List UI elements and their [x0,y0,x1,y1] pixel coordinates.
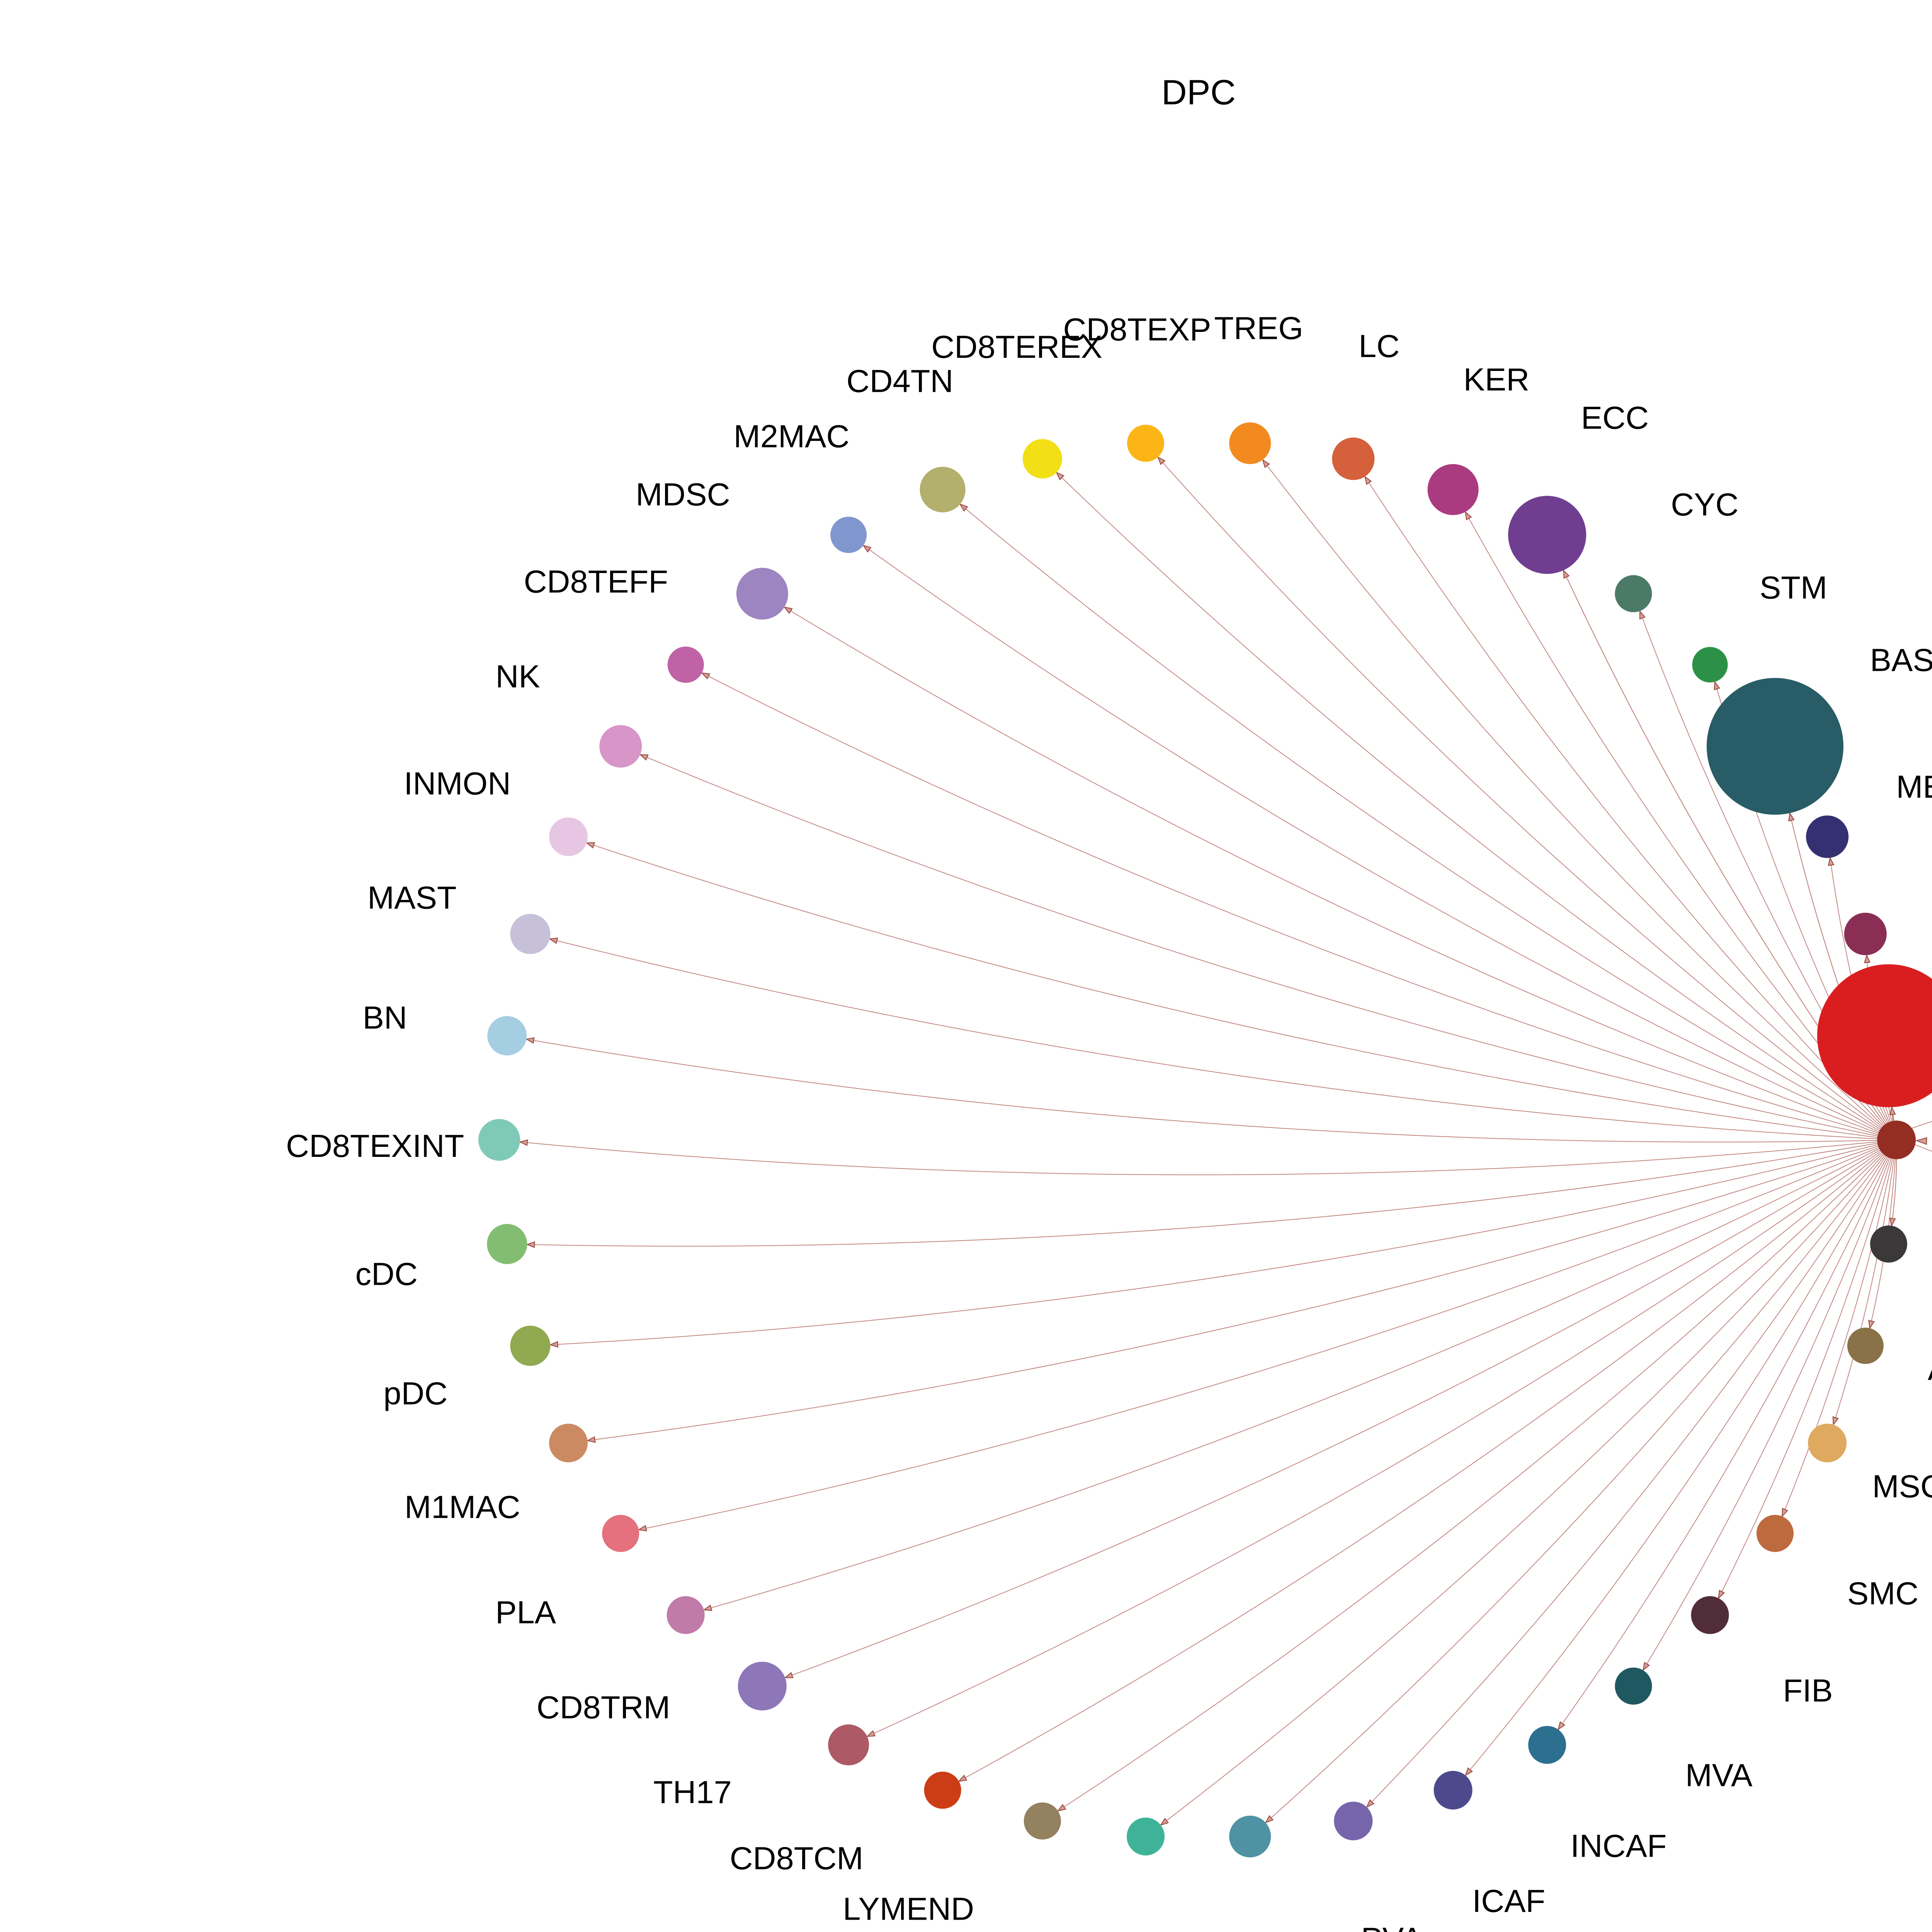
svg-text:TREG: TREG [1214,310,1303,346]
svg-text:MDSC: MDSC [636,476,730,512]
svg-text:CD8TRM: CD8TRM [537,1689,670,1725]
svg-text:MVA: MVA [1685,1757,1753,1793]
svg-text:ADIPO: ADIPO [1928,1351,1932,1387]
svg-text:cDC: cDC [355,1256,418,1292]
svg-text:M2MAC: M2MAC [734,418,850,454]
svg-text:CD8TEFF: CD8TEFF [524,564,668,600]
svg-text:PVA: PVA [1361,1921,1423,1932]
svg-text:CD8TCM: CD8TCM [730,1840,863,1876]
svg-text:KER: KER [1463,361,1529,397]
svg-text:TH17: TH17 [653,1774,732,1810]
svg-text:MAST: MAST [367,880,457,916]
svg-text:BAS: BAS [1870,642,1932,678]
svg-text:INMON: INMON [404,765,511,801]
svg-text:DPC: DPC [1162,73,1236,112]
svg-text:NK: NK [495,658,540,694]
svg-text:FIB: FIB [1783,1672,1833,1708]
svg-text:PLA: PLA [495,1594,556,1630]
svg-text:BN: BN [362,1000,407,1036]
svg-text:MYOFIB: MYOFIB [965,1925,1088,1932]
svg-text:STM: STM [1760,570,1827,605]
svg-text:CD8TEXP: CD8TEXP [1063,311,1211,347]
svg-text:LYMEND: LYMEND [843,1891,974,1927]
svg-text:CD8TEREX: CD8TEREX [931,329,1102,365]
svg-text:LC: LC [1359,328,1400,364]
svg-text:CYC: CYC [1671,486,1738,522]
svg-text:MSC.PVA: MSC.PVA [1872,1468,1932,1504]
svg-text:INCAF: INCAF [1570,1828,1667,1864]
svg-text:pDC: pDC [383,1376,447,1412]
svg-text:ECC: ECC [1581,400,1649,436]
svg-text:M1MAC: M1MAC [405,1489,520,1525]
svg-text:SMC: SMC [1847,1575,1918,1611]
svg-text:ICAF: ICAF [1472,1883,1545,1919]
svg-text:CD8TEXINT: CD8TEXINT [286,1128,464,1164]
svg-text:CD4TN: CD4TN [847,363,954,399]
svg-text:MEN: MEN [1896,769,1932,804]
